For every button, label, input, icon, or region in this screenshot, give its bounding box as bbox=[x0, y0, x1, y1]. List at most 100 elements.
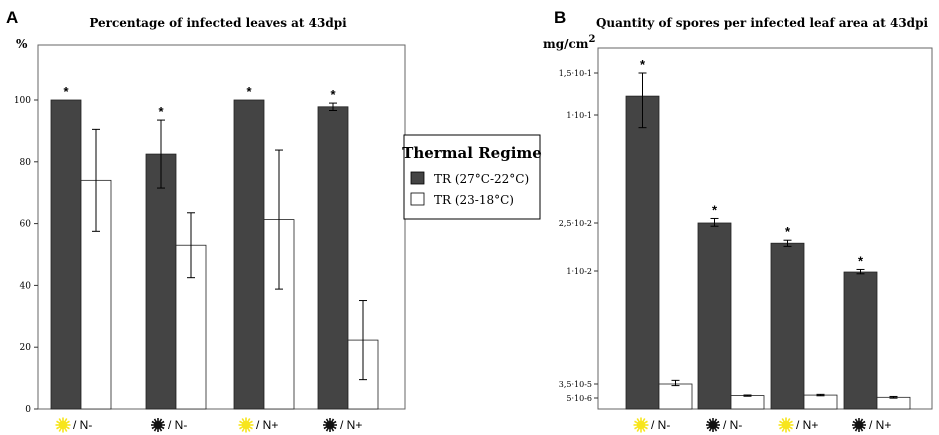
significance-star: * bbox=[712, 202, 718, 217]
sun-disc bbox=[58, 420, 68, 430]
sun-ray bbox=[789, 420, 793, 424]
y-tick-label: 2,5·10-2 bbox=[559, 219, 592, 228]
panel-a-category-label: / N- bbox=[168, 418, 187, 432]
panel-b-title: Quantity of spores per infected leaf are… bbox=[596, 16, 928, 30]
panel-a-category-label: / N+ bbox=[340, 418, 362, 432]
significance-star: * bbox=[330, 87, 336, 102]
sun-ray bbox=[56, 426, 60, 430]
panel-b-sun-icon bbox=[633, 417, 649, 433]
sun-ray bbox=[241, 428, 245, 432]
panel-b-letter: B bbox=[554, 8, 566, 27]
panel-b-category-label: / N- bbox=[651, 418, 670, 432]
panel-b-dark-star-icon bbox=[852, 418, 866, 432]
sun-ray bbox=[636, 418, 640, 422]
bar-tr-23-18 bbox=[730, 395, 765, 410]
y-tick-label: 3,5·10-5 bbox=[559, 380, 592, 389]
panel-b-category-label: / N+ bbox=[869, 418, 891, 432]
panel-a-frame bbox=[37, 44, 406, 410]
y-tick-label: 1·10-2 bbox=[566, 267, 592, 276]
significance-star: * bbox=[785, 224, 791, 239]
sun-disc bbox=[781, 420, 791, 430]
y-tick-label: 60 bbox=[20, 220, 32, 230]
sun-ray bbox=[239, 426, 243, 430]
bar-tr-27-22 bbox=[625, 95, 660, 410]
sun-ray bbox=[66, 420, 70, 424]
significance-star: * bbox=[246, 84, 252, 99]
sun-ray bbox=[64, 428, 68, 432]
legend-swatch-light bbox=[410, 192, 425, 206]
y-tick-label: 80 bbox=[20, 158, 32, 168]
y-tick-label: 40 bbox=[20, 281, 32, 291]
sun-ray bbox=[779, 426, 783, 430]
panel-a-dark-star-icon bbox=[323, 418, 337, 432]
significance-star: * bbox=[640, 57, 646, 72]
sun-ray bbox=[249, 426, 253, 430]
panel-b-dark-star-icon bbox=[706, 418, 720, 432]
panel-b-unit-exp: 2 bbox=[588, 34, 595, 45]
bar-tr-27-22 bbox=[145, 153, 177, 410]
sun-ray bbox=[644, 420, 648, 424]
bar-tr-27-22 bbox=[697, 222, 732, 410]
sun-ray bbox=[644, 426, 648, 430]
sun-ray bbox=[58, 418, 62, 422]
y-tick-label: 5·10-6 bbox=[566, 394, 592, 403]
sun-disc bbox=[241, 420, 251, 430]
sun-ray bbox=[249, 420, 253, 424]
y-tick-label: 20 bbox=[20, 343, 32, 353]
sun-ray bbox=[241, 418, 245, 422]
legend-box bbox=[403, 134, 541, 220]
significance-star: * bbox=[858, 253, 864, 268]
sun-ray bbox=[642, 428, 646, 432]
bar-tr-27-22 bbox=[317, 106, 349, 410]
star-disc bbox=[855, 421, 863, 429]
panel-a-categories: / N- / N- / N+ / N+ bbox=[55, 417, 362, 433]
sun-ray bbox=[66, 426, 70, 430]
sun-ray bbox=[787, 418, 791, 422]
sun-ray bbox=[787, 428, 791, 432]
sun-ray bbox=[642, 418, 646, 422]
sun-ray bbox=[634, 420, 638, 424]
significance-star: * bbox=[63, 84, 69, 99]
star-disc bbox=[154, 421, 162, 429]
panel-b-y-axis: 1,5·10-1 1·10-1 2,5·10-2 1·10-2 3,5·10-5 5·10… bbox=[559, 69, 598, 403]
panel-a-sun-icon bbox=[238, 417, 254, 433]
sun-ray bbox=[239, 420, 243, 424]
star-disc bbox=[709, 421, 717, 429]
bar-tr-27-22 bbox=[50, 99, 82, 410]
y-tick-label: 0 bbox=[25, 405, 31, 415]
bar-tr-23-18 bbox=[658, 383, 693, 410]
legend-title: Thermal Regime bbox=[402, 144, 542, 162]
star-disc bbox=[326, 421, 334, 429]
sun-ray bbox=[781, 428, 785, 432]
panel-a-sun-icon bbox=[55, 417, 71, 433]
y-tick-label: 1,5·10-1 bbox=[559, 69, 592, 78]
panel-b-bars: * * * * bbox=[625, 57, 911, 410]
sun-disc bbox=[636, 420, 646, 430]
panel-b-unit: mg/cm2 bbox=[543, 34, 595, 51]
legend-swatch-dark bbox=[410, 171, 425, 185]
panel-b-category-label: / N+ bbox=[796, 418, 818, 432]
sun-ray bbox=[56, 420, 60, 424]
panel-b-categories: / N- / N- / N+ / N+ bbox=[633, 417, 891, 433]
sun-ray bbox=[789, 426, 793, 430]
panel-a-unit: % bbox=[16, 37, 28, 51]
panel-a-category-label: / N+ bbox=[256, 418, 278, 432]
panel-b-sun-icon bbox=[778, 417, 794, 433]
panel-a-letter: A bbox=[6, 8, 18, 27]
sun-ray bbox=[781, 418, 785, 422]
y-tick-label: 100 bbox=[14, 96, 31, 106]
y-tick-label: 1·10-1 bbox=[566, 111, 592, 120]
panel-b-category-label: / N- bbox=[723, 418, 742, 432]
panel-a-category-label: / N- bbox=[73, 418, 92, 432]
panel-a-bars: * * * * bbox=[50, 84, 379, 410]
panel-b-frame bbox=[597, 47, 933, 410]
panel-b-unit-base: mg/cm bbox=[543, 37, 589, 51]
legend-item-2: TR (23-18°C) bbox=[434, 193, 514, 207]
sun-ray bbox=[247, 428, 251, 432]
significance-star: * bbox=[158, 104, 164, 119]
sun-ray bbox=[64, 418, 68, 422]
bar-tr-27-22 bbox=[843, 271, 878, 410]
sun-ray bbox=[58, 428, 62, 432]
sun-ray bbox=[779, 420, 783, 424]
